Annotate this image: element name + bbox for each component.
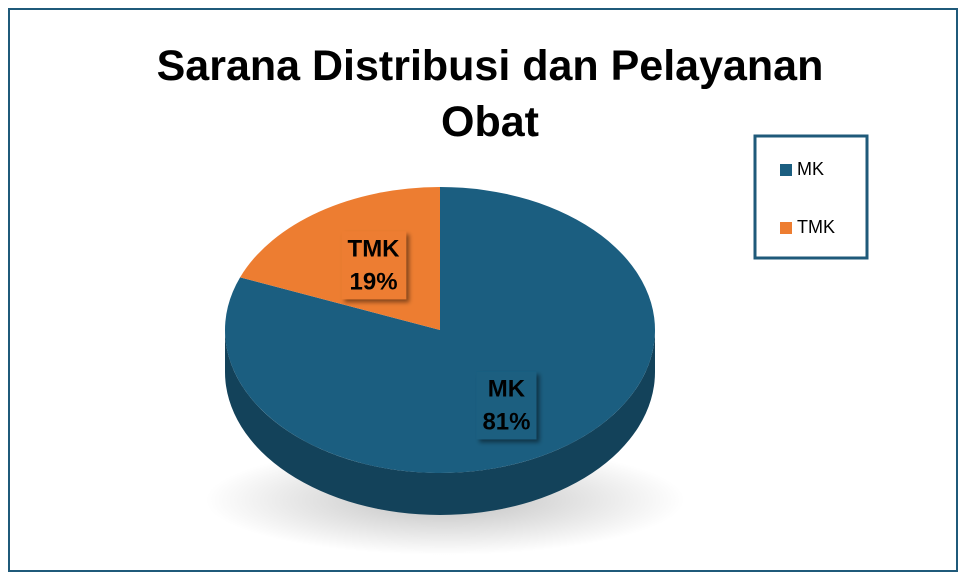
legend-swatch [780,222,792,234]
pie-slice [225,187,655,473]
data-label: MK 81% [476,371,537,440]
data-label-category: TMK [348,235,401,262]
data-label-box [476,371,537,440]
data-label-value: 81% [482,408,530,435]
data-label-category: MK [488,375,526,402]
chart-title: Sarana Distribusi dan Pelayanan Obat [156,42,824,146]
data-label-value: 19% [350,268,398,295]
data-label: TMK 19% [341,231,407,300]
pie-side [225,330,655,515]
legend-label: MK [797,159,824,179]
legend-swatch [780,164,792,176]
legend-label: TMK [797,217,835,237]
legend-box [753,134,869,260]
data-label-box [341,231,407,300]
